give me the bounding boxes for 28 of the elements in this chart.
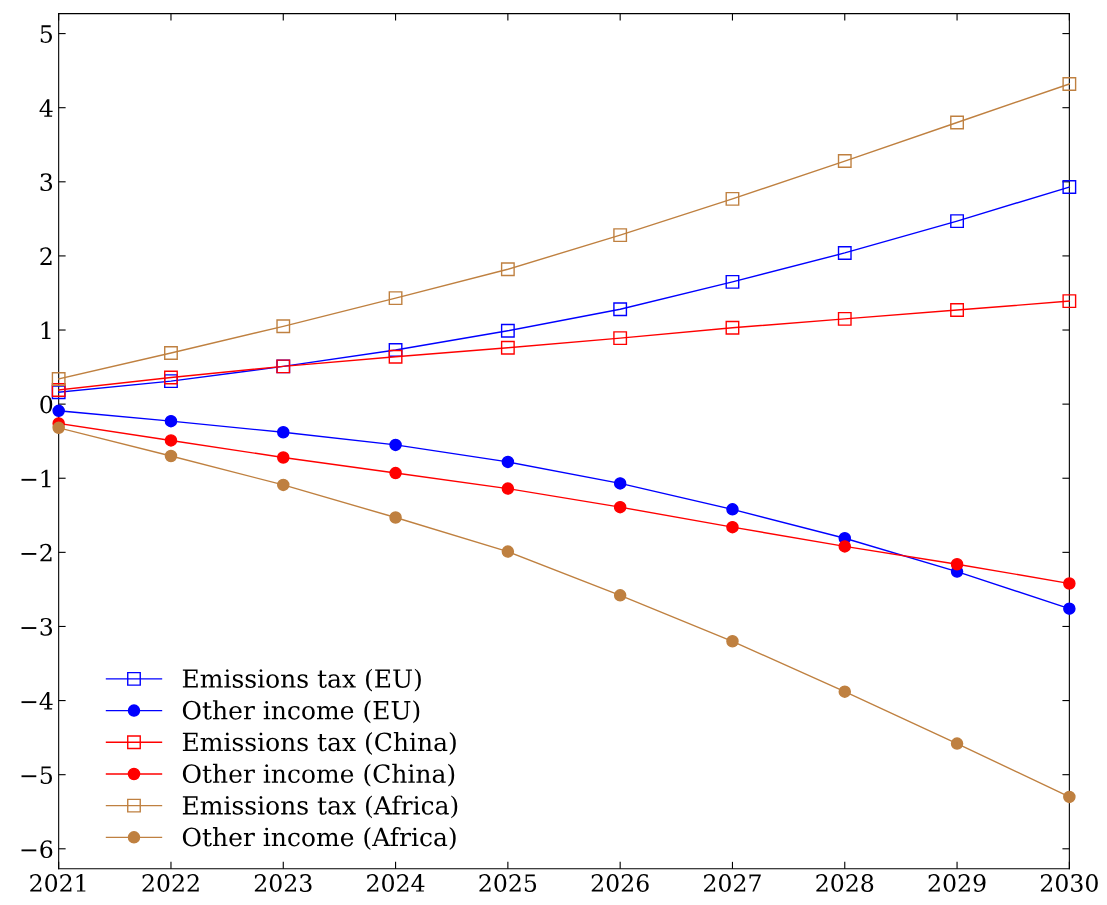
legend-label: Emissions tax (Africa) bbox=[182, 795, 458, 819]
y-tick-label: 2 bbox=[40, 247, 52, 265]
x-tick-label: 2029 bbox=[928, 874, 986, 892]
x-tick-label: 2023 bbox=[254, 874, 312, 892]
x-tick-label: 2024 bbox=[367, 874, 425, 892]
y-tick-label: −6 bbox=[21, 840, 53, 859]
legend-label: Emissions tax (China) bbox=[182, 732, 456, 755]
y-tick-label: 0 bbox=[40, 395, 53, 414]
x-tick-label: 2028 bbox=[816, 874, 874, 892]
x-tick-label: 2025 bbox=[479, 874, 537, 892]
y-tick-label: −2 bbox=[21, 543, 52, 562]
x-tick-label: 2026 bbox=[591, 874, 649, 892]
x-tick-label: 2022 bbox=[142, 874, 199, 892]
y-tick-label: 4 bbox=[39, 99, 53, 117]
y-tick-label: 5 bbox=[40, 25, 52, 43]
legend-label: Other income (Africa) bbox=[182, 827, 456, 850]
y-tick-label: 1 bbox=[41, 321, 51, 339]
legend-label: Other income (EU) bbox=[182, 700, 420, 724]
y-tick-label: −1 bbox=[21, 469, 51, 488]
x-tick-label: 2021 bbox=[30, 874, 86, 892]
y-tick-label: 3 bbox=[40, 173, 53, 192]
legend-label: Emissions tax (EU) bbox=[182, 668, 421, 692]
y-tick-label: −4 bbox=[21, 692, 53, 710]
x-tick-label: 2030 bbox=[1040, 874, 1098, 892]
y-tick-label: −5 bbox=[21, 766, 52, 784]
y-tick-label: −3 bbox=[21, 617, 53, 636]
x-tick-label: 2027 bbox=[704, 874, 761, 892]
legend-label: Other income (China) bbox=[182, 763, 455, 787]
